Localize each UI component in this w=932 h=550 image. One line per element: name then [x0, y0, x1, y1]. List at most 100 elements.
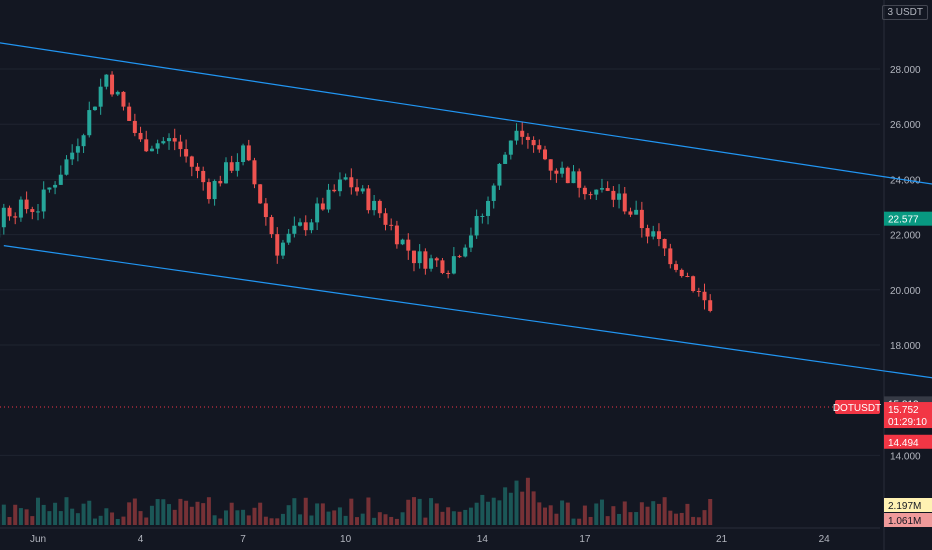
candle-body: [189, 156, 194, 167]
volume-tag: [884, 498, 932, 512]
volume-bar: [161, 499, 166, 525]
candle-body: [457, 256, 462, 258]
candle-body: [537, 145, 542, 150]
volume-bar: [149, 505, 154, 525]
candle-body: [668, 248, 673, 265]
volume-bar: [127, 502, 132, 525]
volume-bar: [463, 509, 468, 525]
volume-bar: [411, 497, 416, 525]
channel-upper-line: [0, 42, 932, 185]
volume-bars: [0, 477, 713, 525]
candle-body: [639, 209, 644, 229]
candle-body: [560, 167, 565, 174]
candle-body: [531, 139, 536, 146]
y-tick-label: 14.000: [890, 451, 921, 462]
volume-tag-value: 1.061M: [888, 516, 921, 527]
volume-bar: [662, 497, 667, 525]
volume-bar: [372, 517, 377, 525]
channel-lower-line: [3, 245, 932, 379]
candle-body: [525, 136, 530, 140]
volume-bar: [218, 518, 223, 525]
volume-bar: [172, 509, 177, 525]
candle-body: [1, 207, 6, 228]
candle-body: [127, 106, 132, 121]
candle-body: [337, 179, 342, 192]
volume-bar: [184, 500, 189, 525]
volume-bar: [258, 502, 263, 525]
candle-body: [389, 224, 394, 226]
candle-body: [121, 91, 126, 107]
candle-body: [634, 209, 639, 215]
volume-bar: [115, 518, 120, 525]
candle-body: [474, 216, 479, 236]
candle-body: [679, 269, 684, 277]
candle-body: [491, 185, 496, 201]
candle-body: [280, 242, 285, 256]
currency-label[interactable]: 3 USDT: [882, 5, 928, 20]
volume-bar: [537, 502, 542, 525]
volume-bar: [406, 499, 411, 525]
candle-body: [468, 235, 473, 248]
volume-bar: [588, 516, 593, 525]
candle-body: [588, 194, 593, 196]
volume-tag: [884, 513, 932, 527]
candle-body: [229, 162, 234, 171]
candle-body: [53, 184, 58, 188]
volume-bar: [520, 491, 525, 525]
volume-bar: [451, 511, 456, 525]
candle-body: [366, 188, 371, 211]
volume-bar: [599, 499, 604, 525]
candle-body: [554, 170, 559, 174]
candle-body: [87, 110, 92, 136]
volume-bar: [417, 498, 422, 525]
volume-bar: [1, 504, 6, 525]
volume-bar: [167, 504, 172, 525]
symbol-tag: [835, 400, 880, 415]
volume-bar: [98, 515, 103, 525]
volume-bar: [326, 511, 331, 525]
candle-body: [708, 300, 713, 311]
candle-body: [178, 141, 183, 150]
candle-body: [360, 188, 365, 192]
x-tick-label: 4: [138, 534, 144, 545]
candle-body: [480, 215, 485, 217]
candle-body: [98, 86, 103, 107]
candle-body: [81, 135, 86, 147]
candle-body: [434, 258, 439, 261]
volume-bar: [70, 508, 75, 525]
volume-bar: [18, 508, 23, 525]
volume-bar: [298, 514, 303, 525]
candle-body: [520, 130, 525, 137]
volume-bar: [525, 477, 530, 525]
volume-bar: [429, 498, 434, 525]
volume-bar: [337, 507, 342, 525]
volume-bar: [241, 509, 246, 525]
candle-body: [599, 188, 604, 190]
candle-body: [429, 258, 434, 269]
candle-body: [263, 203, 268, 218]
volume-bar: [30, 516, 35, 525]
volume-bar: [355, 517, 360, 525]
volume-bar: [110, 512, 115, 525]
y-tick-label: 28.000: [890, 65, 921, 76]
candle-body: [685, 276, 690, 278]
volume-bar: [400, 512, 405, 525]
candle-body: [144, 139, 149, 152]
volume-bar: [58, 511, 63, 525]
volume-bar: [201, 503, 206, 525]
volume-bar: [81, 503, 86, 525]
volume-bar: [292, 498, 297, 525]
candle-body: [292, 225, 297, 234]
volume-bar: [360, 513, 365, 525]
volume-bar: [656, 503, 661, 525]
symbol-tag-label: DOTUSDT: [833, 403, 881, 414]
candle-body: [349, 177, 354, 188]
volume-bar: [132, 498, 137, 525]
candle-body: [246, 145, 251, 161]
y-tick-label: 20.000: [890, 286, 921, 297]
candle-body: [104, 74, 109, 87]
candle-body: [155, 143, 160, 149]
volume-bar: [53, 502, 58, 525]
